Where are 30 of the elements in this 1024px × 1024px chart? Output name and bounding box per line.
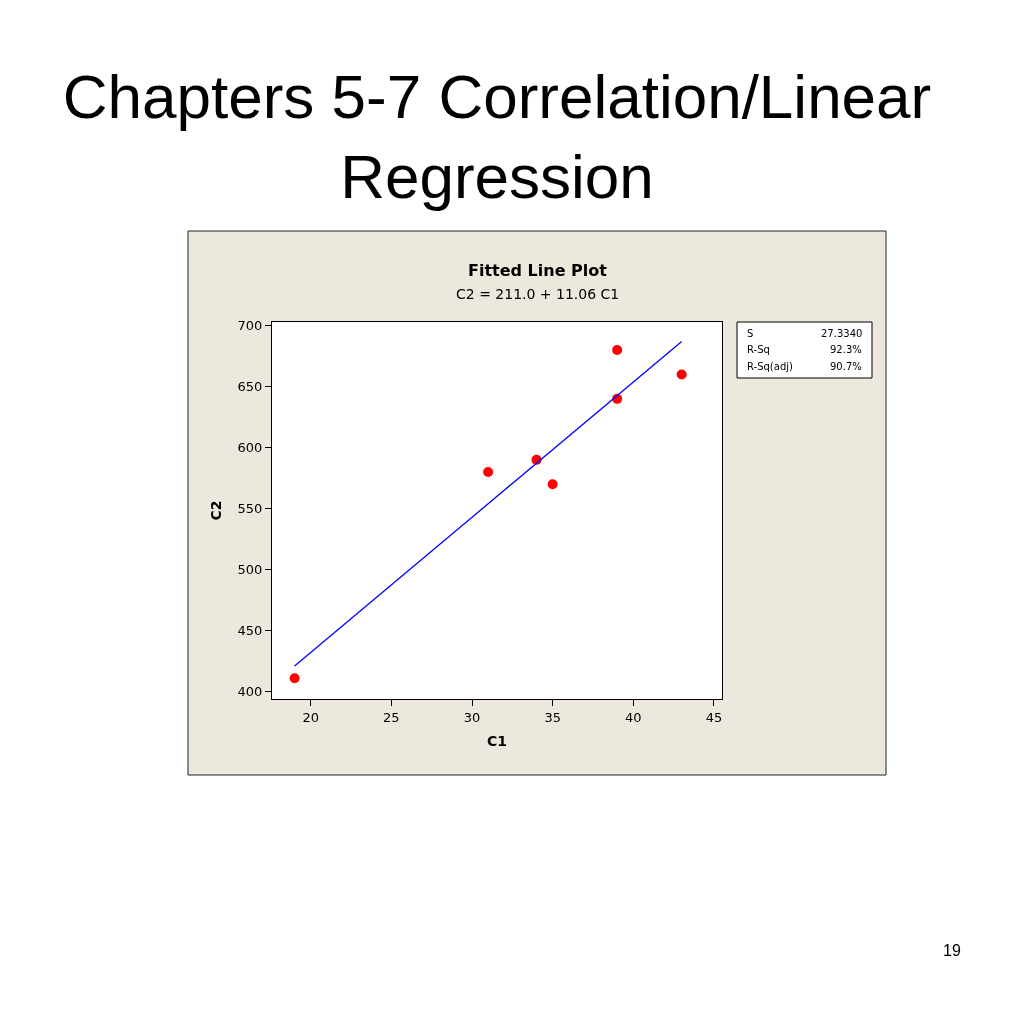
point [289,673,300,684]
point [612,345,623,356]
text: 90.7% [830,361,862,372]
x-axis-title: C1 [486,733,508,749]
y-axis-title: C2 [208,500,225,521]
y-tick-label: 450 [237,623,263,639]
x-tick-label: 30 [463,709,481,725]
x-tick-label: 45 [705,709,723,725]
x-tick-label: 35 [544,709,561,725]
x-tick-label: 20 [302,709,319,725]
text: C2 = 211.0 + 11.06 C1 [456,286,620,302]
x-tick-label: 25 [383,709,400,725]
chart-subtitle: Fitted Line Plot [468,261,608,280]
point [547,479,558,490]
text: 19 [943,942,961,959]
y-tick-label: 700 [237,318,263,334]
point [676,369,687,380]
chart-title: Chapters 5-7 Correlation/Linear Regression [62,61,932,212]
text: S [747,328,754,339]
text: 27.3340 [821,328,863,339]
x-tick-label: 40 [625,709,642,725]
y-tick-label: 650 [237,379,263,395]
y-tick-label: 550 [237,501,263,517]
y-tick-label: 400 [237,684,263,700]
text: R-Sq [747,344,770,355]
text: 92.3% [830,344,862,355]
point [483,467,494,478]
text: R-Sq(adj) [747,361,793,372]
y-tick-label: 600 [237,440,263,456]
y-tick-label: 500 [237,562,263,578]
